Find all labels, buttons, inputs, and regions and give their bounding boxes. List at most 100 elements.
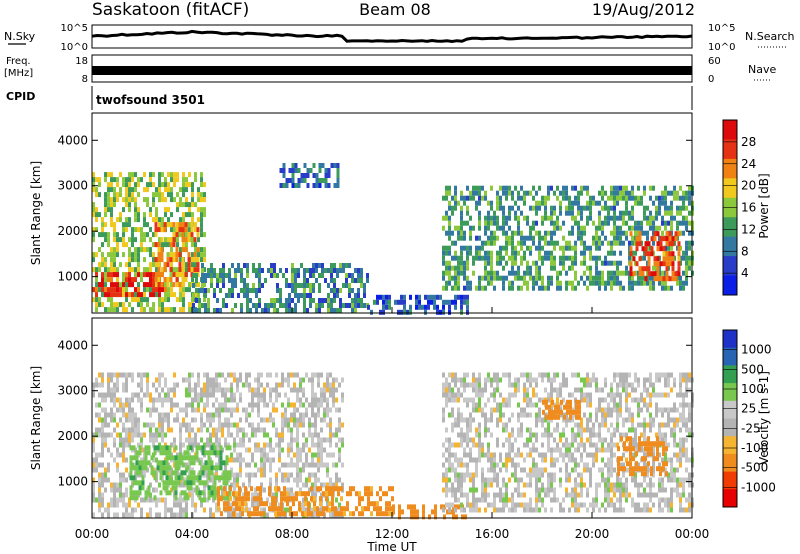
echo-cell [95,272,98,278]
echo-cell [565,285,568,291]
echo-cell [95,187,98,193]
echo-cell [656,231,660,237]
echo-cell [502,205,505,211]
echo-cell [493,467,496,473]
echo-cell [95,377,98,383]
echo-cell [246,288,249,293]
echo-cell [278,392,281,398]
echo-cell [463,235,466,241]
echo-cell [101,252,104,258]
echo-cell [357,298,360,303]
echo-cell [172,232,176,238]
echo-cell [433,304,436,310]
echo-cell [661,220,664,226]
echo-cell [613,225,616,231]
echo-cell [664,280,667,286]
echo-cell [478,497,481,503]
echo-cell [113,412,116,418]
echo-cell [167,242,170,248]
echo-cell [541,285,544,291]
echo-cell [463,472,466,478]
echo-cell [134,182,137,188]
echo-cell [302,412,305,418]
echo-cell [487,467,490,473]
echo-cell [222,480,226,486]
echo-cell [571,280,574,286]
echo-cell [520,502,523,508]
echo-cell [192,293,195,298]
echo-cell [469,215,472,221]
echo-cell [95,292,98,298]
echo-cell [303,288,306,293]
echo-cell [200,222,203,228]
echo-cell [95,217,98,223]
echo-cell [592,457,595,463]
echo-cell [338,437,341,443]
echo-cell [580,452,583,458]
echo-cell [580,427,583,433]
echo-cell [149,437,152,443]
echo-cell [598,210,601,216]
echo-cell [235,501,238,507]
echo-cell [191,467,194,473]
echo-cell [604,285,607,291]
echo-cell [339,298,342,303]
echo-cell [203,252,206,258]
echo-cell [478,275,481,281]
echo-cell [679,210,682,216]
echo-cell [304,491,307,497]
echo-cell [317,452,320,458]
echo-cell [493,240,496,246]
echo-cell [158,482,161,488]
echo-cell [296,442,299,448]
echo-cell [101,427,104,433]
echo-cell [134,257,137,263]
echo-cell [248,372,251,378]
echo-cell [140,507,143,513]
echo-cell [218,437,221,443]
echo-cell [445,472,448,478]
echo-cell [607,467,610,473]
echo-cell [460,377,463,383]
echo-cell [228,278,231,283]
echo-cell [520,492,523,498]
echo-cell [595,502,598,508]
echo-cell [547,377,550,383]
echo-cell [140,497,143,503]
echo-cell [493,502,496,508]
echo-cell [254,462,257,468]
echo-cell [311,472,314,478]
echo-cell [329,427,332,433]
echo-cell [195,475,199,481]
echo-cell [263,452,266,458]
echo-cell [502,255,505,261]
echo-cell [493,372,496,378]
echo-cell [610,205,613,211]
echo-cell [583,205,586,211]
echo-cell [505,452,508,458]
echo-cell [147,445,151,451]
echo-cell [451,502,454,508]
echo-cell [315,308,318,313]
echo-cell [469,280,472,286]
echo-cell [520,407,523,413]
echo-cell [321,263,324,268]
echo-cell [175,232,179,238]
echo-cell [131,177,134,183]
echo-cell [235,496,238,502]
echo-cell [601,185,604,191]
echo-cell [113,442,116,448]
echo-cell [290,427,293,433]
echo-cell [568,230,571,236]
echo-cell [487,250,490,256]
echo-cell [158,412,161,418]
echo-cell [688,220,691,226]
echo-cell [258,303,261,308]
echo-cell [110,177,113,183]
echo-cell [166,257,170,263]
echo-cell [311,412,314,418]
echo-cell [128,412,131,418]
echo-cell [290,442,293,448]
echo-cell [146,407,149,413]
echo-cell [196,257,200,263]
